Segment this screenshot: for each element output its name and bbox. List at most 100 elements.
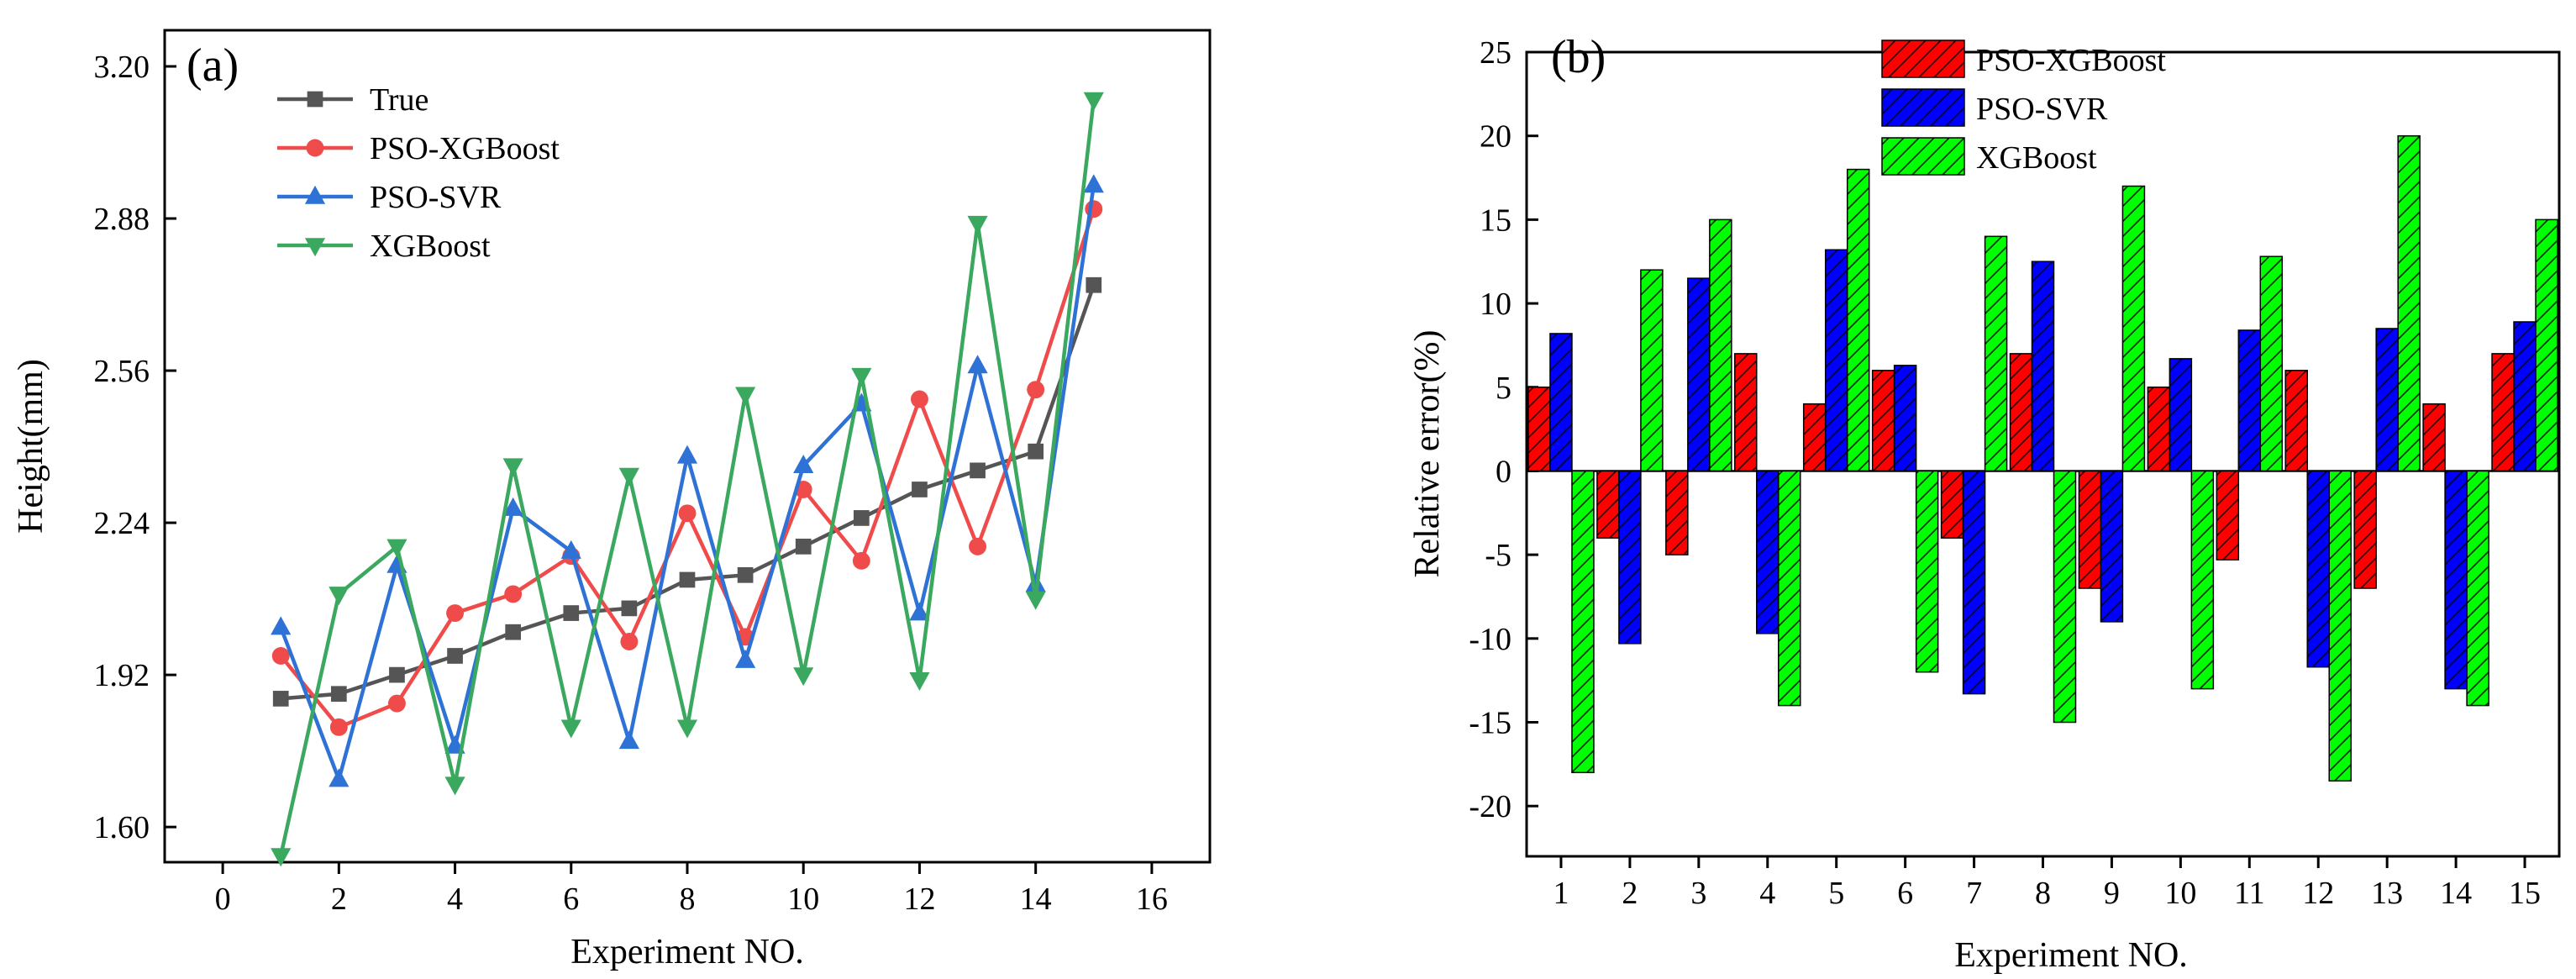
bar-group: [1802, 168, 1870, 472]
series-xgboost: [271, 92, 1104, 867]
bar-pso-svr: [1893, 365, 1917, 472]
x-tick-label: 16: [1136, 882, 1168, 917]
legend-item: PSO-XGBoost: [1881, 39, 2166, 78]
bar-pso-svr: [2513, 321, 2537, 472]
marker-square: [563, 605, 580, 621]
x-tick-label: 14: [2440, 876, 2472, 911]
bar-xgboost: [2466, 470, 2489, 707]
y-axis-ticks: -20 -15 -10 -5 0 5 10 15 20 25: [1469, 35, 1538, 824]
marker-triangle-down: [1083, 92, 1104, 111]
bar-pso-xgboost: [2009, 353, 2033, 472]
bar-pso-xgboost: [2353, 470, 2377, 589]
legend-item: PSO-XGBoost: [277, 131, 560, 166]
x-tick-label: 9: [2104, 876, 2120, 911]
bar-pso-xgboost: [1940, 470, 1964, 539]
y-tick-label: 2.88: [94, 202, 150, 237]
bar-group: [2078, 185, 2146, 623]
y-axis-ticks: 1.60 1.92 2.24 2.56 2.88 3.20: [94, 50, 176, 845]
x-tick-label: 4: [447, 882, 463, 917]
bar-xgboost: [2190, 470, 2215, 690]
x-tick-label: 14: [1020, 882, 1052, 917]
y-tick-label: 0: [1496, 454, 1511, 489]
marker-triangle-up: [793, 454, 814, 473]
y-tick-label: -5: [1485, 538, 1511, 573]
x-axis-ticks: 0 2 4 6 8 10 12 14 16: [215, 862, 1168, 917]
legend-label: PSO-SVR: [370, 180, 502, 215]
x-tick-label: 7: [1966, 876, 1982, 911]
marker-square: [795, 539, 812, 555]
bar-xgboost: [2121, 185, 2146, 472]
marker-square: [853, 510, 870, 526]
x-axis-ticks: 1 2 3 4 5 6 7 8 9 10 11 12 13 14 15: [1553, 856, 2541, 911]
line-chart-panel: 1.60 1.92 2.24 2.56 2.88 3.20 0 2 4 6 8 10 12 14 16 T…: [12, 29, 1212, 971]
bar-pso-svr: [2375, 328, 2399, 472]
legend-item: XGBoost: [277, 229, 491, 264]
marker-circle: [446, 604, 465, 623]
bar-xgboost: [1915, 470, 1939, 673]
marker-circle: [387, 694, 406, 713]
bar-xgboost: [1640, 269, 1664, 472]
bar-group: [2422, 403, 2489, 707]
y-tick-label: 1.60: [94, 810, 150, 845]
marker-square: [447, 648, 463, 664]
y-tick-label: 15: [1480, 203, 1511, 238]
marker-triangle-up: [618, 730, 639, 750]
bar-pso-xgboost: [1665, 470, 1689, 555]
legend-label: XGBoost: [1976, 140, 2097, 176]
marker-triangle-down: [329, 587, 350, 606]
bar-pso-xgboost: [2284, 370, 2308, 472]
x-tick-label: 11: [2234, 876, 2265, 911]
x-tick-label: 3: [1690, 876, 1706, 911]
y-tick-label: -10: [1469, 622, 1511, 657]
legend-swatch: [1881, 88, 1965, 127]
panel-label: (b): [1551, 31, 1606, 83]
bar-pso-svr: [1618, 470, 1642, 645]
marker-circle: [329, 718, 348, 736]
legend-swatch: [1881, 137, 1965, 176]
marker-circle: [504, 585, 523, 603]
bar-pso-svr: [1962, 470, 1986, 695]
marker-circle: [678, 504, 697, 523]
legend-item: XGBoost: [1881, 137, 2097, 176]
marker-triangle-down: [618, 467, 639, 487]
marker-square: [505, 624, 522, 640]
bar-pso-svr: [1824, 249, 1848, 472]
marker-square: [1086, 276, 1102, 293]
x-tick-label: 4: [1759, 876, 1775, 911]
marker-triangle-up: [909, 602, 930, 621]
y-tick-label: 5: [1496, 371, 1511, 406]
marker-triangle-down: [676, 719, 698, 739]
marker-triangle-down: [735, 387, 756, 406]
y-tick-label: 20: [1480, 119, 1511, 155]
x-tick-label: 13: [2371, 876, 2403, 911]
series-lines: [271, 92, 1104, 867]
x-tick-label: 10: [787, 882, 819, 917]
marker-square: [737, 566, 754, 583]
legend-swatch: [1881, 39, 1965, 78]
marker-triangle-down: [1025, 591, 1046, 610]
x-tick-label: 6: [1897, 876, 1913, 911]
bar-pso-xgboost: [1734, 353, 1758, 472]
bar-group: [1734, 353, 1801, 707]
y-tick-label: 3.20: [94, 50, 150, 85]
legend-label: PSO-SVR: [1976, 92, 2108, 127]
marker-triangle-up: [676, 445, 698, 464]
legend: True PSO-XGBoost PSO-SVR XGBoost: [277, 82, 560, 264]
bar-xgboost: [2397, 134, 2421, 472]
y-tick-label: 2.56: [94, 354, 150, 389]
bar-pso-xgboost: [2078, 470, 2102, 589]
bar-pso-svr: [2031, 261, 2055, 472]
marker-triangle-up: [329, 768, 350, 787]
marker-triangle-down: [444, 776, 465, 796]
marker-circle: [910, 390, 928, 408]
marker-square: [970, 462, 986, 479]
y-tick-label: 1.92: [94, 658, 150, 693]
marker-circle: [271, 647, 290, 665]
marker-square: [621, 600, 638, 617]
marker-square: [272, 691, 289, 707]
x-tick-label: 2: [331, 882, 347, 917]
bar-xgboost: [1571, 470, 1595, 774]
marker-triangle-up: [502, 497, 523, 516]
